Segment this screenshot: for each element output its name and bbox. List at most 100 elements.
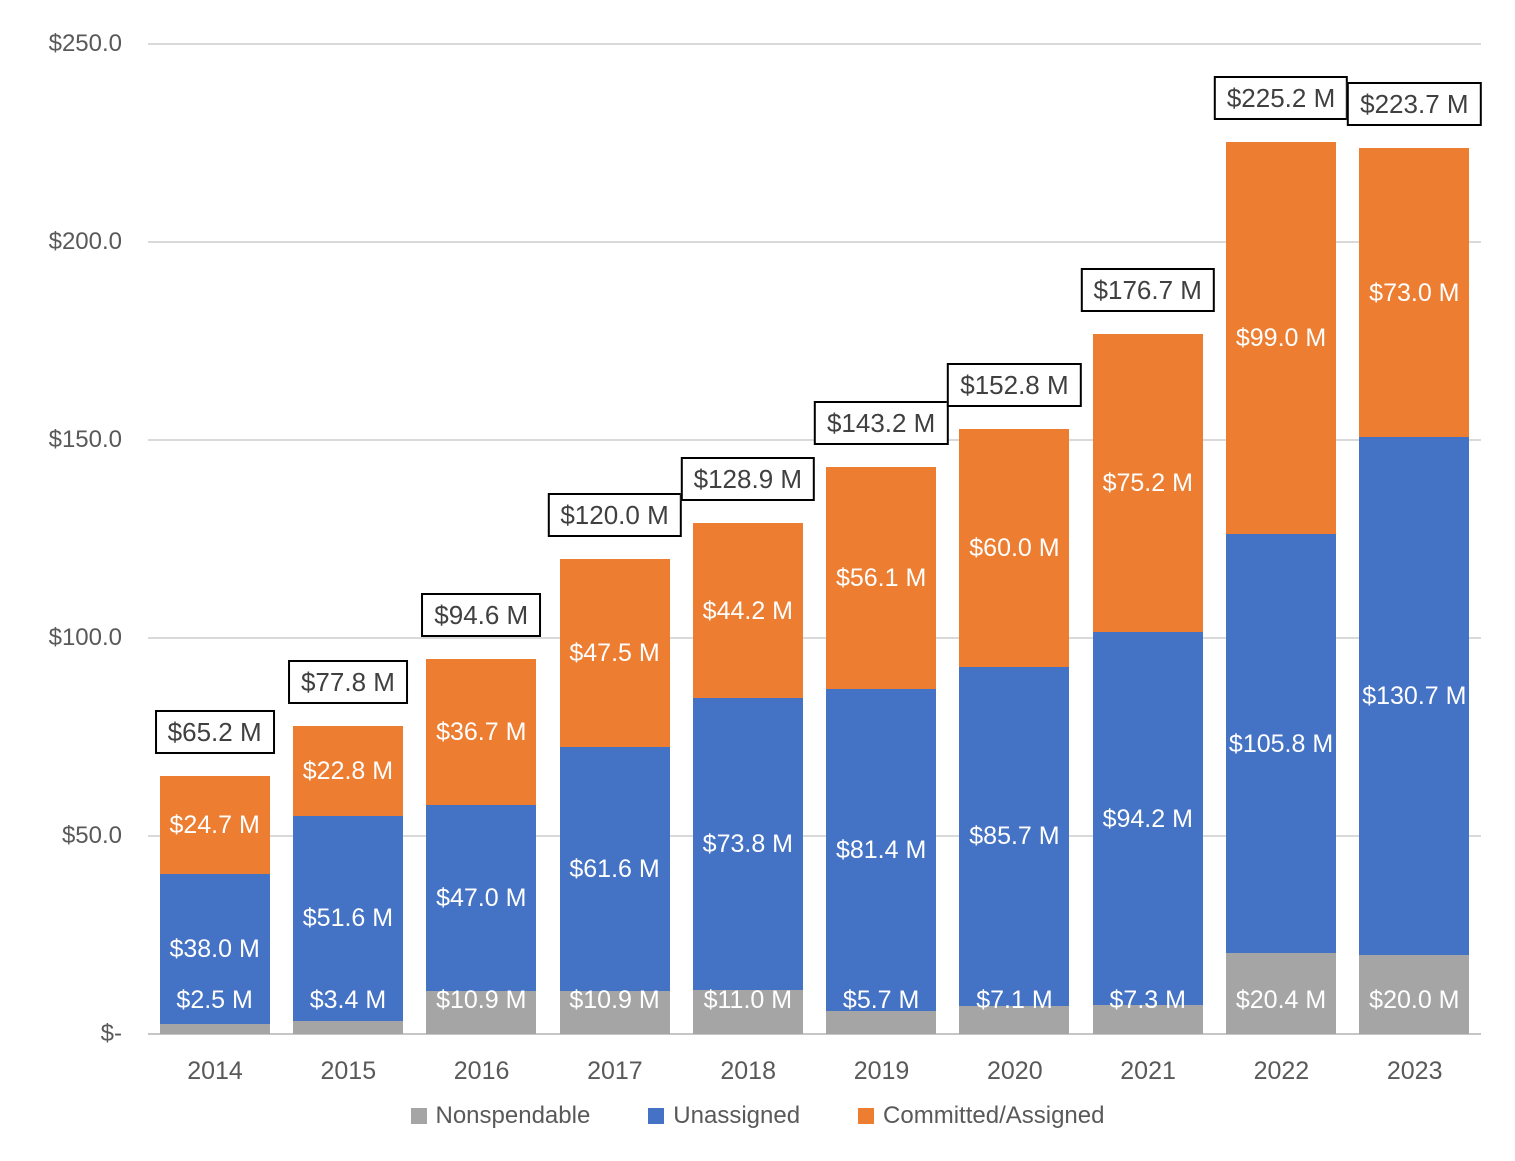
bar-segment-unassigned-2023 [1359, 437, 1470, 955]
segment-value-label: $7.3 M [1109, 986, 1186, 1014]
total-label-2015: $77.8 M [287, 659, 408, 704]
segment-value-label: $51.6 M [302, 904, 394, 933]
segment-value-label: $85.7 M [969, 822, 1060, 851]
legend-swatch-icon [648, 1108, 665, 1124]
y-tick-label: $150.0 [48, 426, 122, 453]
legend-item-unassigned: Unassigned [648, 1102, 800, 1130]
bar-segment-nonspendable-2020 [959, 1005, 1070, 1034]
y-tick-label: $200.0 [48, 228, 122, 255]
bar-segment-nonspendable-2015 [292, 1020, 403, 1034]
bar-segment-unassigned-2020 [959, 666, 1070, 1006]
x-tick-label-2021: 2021 [1120, 1057, 1176, 1085]
gridline [148, 637, 1481, 639]
segment-value-label: $7.1 M [976, 986, 1053, 1014]
gridline [148, 43, 1481, 45]
segment-value-label: $20.0 M [1369, 986, 1460, 1014]
bar-segment-committed-assigned-2016 [426, 659, 537, 805]
segment-value-label: $56.1 M [835, 564, 927, 592]
total-label-2020: $152.8 M [947, 362, 1082, 407]
y-tick-label: $100.0 [48, 624, 122, 651]
total-label-2022: $225.2 M [1213, 76, 1349, 121]
bar-segment-nonspendable-2019 [826, 1011, 937, 1034]
segment-value-label: $36.7 M [436, 718, 527, 747]
legend-item-nonspendable: Nonspendable [410, 1102, 591, 1130]
bar-segment-nonspendable-2014 [159, 1024, 270, 1034]
gridline [148, 835, 1481, 837]
bar-segment-unassigned-2021 [1092, 632, 1203, 1006]
legend-label: Nonspendable [435, 1102, 591, 1129]
segment-value-label: $73.8 M [702, 830, 794, 859]
x-tick-label-2014: 2014 [187, 1057, 243, 1085]
x-tick-label-2023: 2023 [1386, 1057, 1443, 1085]
x-tick-label-2022: 2022 [1253, 1057, 1310, 1085]
total-label-2019: $143.2 M [813, 400, 949, 445]
legend-label: Committed/Assigned [883, 1102, 1105, 1129]
segment-value-label: $99.0 M [1235, 324, 1327, 353]
bar-segment-nonspendable-2016 [426, 990, 537, 1034]
x-tick-label-2016: 2016 [453, 1057, 510, 1085]
bar-segment-nonspendable-2022 [1226, 953, 1337, 1034]
segment-value-label: $81.4 M [835, 836, 927, 865]
total-label-2018: $128.9 M [680, 457, 816, 502]
segment-value-label: $10.9 M [569, 986, 660, 1014]
gridline [148, 241, 1481, 243]
y-tick-label: $250.0 [48, 30, 122, 57]
segment-value-label: $3.4 M [309, 986, 387, 1014]
bar-segment-unassigned-2017 [559, 746, 670, 991]
bar-segment-committed-assigned-2014 [159, 775, 270, 874]
bar-segment-unassigned-2018 [692, 698, 803, 991]
x-tick-label-2019: 2019 [853, 1057, 910, 1085]
segment-value-label: $38.0 M [169, 934, 260, 963]
segment-value-label: $130.7 M [1362, 682, 1467, 710]
bar-segment-committed-assigned-2021 [1092, 334, 1203, 633]
bar-segment-nonspendable-2018 [692, 990, 803, 1034]
bar-segment-committed-assigned-2022 [1226, 142, 1337, 535]
y-tick-label: $- [100, 1020, 122, 1047]
segment-value-label: $105.8 M [1228, 729, 1334, 758]
segment-value-label: $11.0 M [703, 986, 793, 1014]
segment-value-label: $47.0 M [436, 883, 527, 912]
bar-segment-unassigned-2019 [826, 689, 937, 1012]
segment-value-label: $20.4 M [1235, 986, 1327, 1014]
x-axis-line [148, 1033, 1481, 1035]
segment-value-label: $2.5 M [176, 986, 253, 1014]
legend-swatch-icon [858, 1108, 875, 1124]
legend: Nonspendable Unassigned Committed/Assigned [0, 1102, 1515, 1130]
y-tick-label: $50.0 [61, 822, 122, 849]
segment-value-label: $10.9 M [436, 986, 527, 1014]
bar-segment-committed-assigned-2019 [826, 466, 937, 690]
total-label-2023: $223.7 M [1347, 82, 1482, 127]
x-tick-label-2018: 2018 [720, 1057, 776, 1085]
bar-segment-committed-assigned-2015 [292, 725, 403, 817]
total-label-2017: $120.0 M [547, 492, 682, 537]
total-label-2014: $65.2 M [154, 709, 275, 754]
bar-segment-nonspendable-2021 [1092, 1005, 1203, 1034]
x-tick-label-2015: 2015 [320, 1057, 377, 1085]
bar-segment-committed-assigned-2020 [959, 428, 1070, 667]
bar-segment-committed-assigned-2023 [1359, 148, 1470, 438]
segment-value-label: $44.2 M [702, 596, 794, 625]
segment-value-label: $61.6 M [569, 854, 660, 883]
legend-label: Unassigned [673, 1102, 801, 1129]
segment-value-label: $73.0 M [1369, 278, 1460, 307]
bar-segment-unassigned-2016 [426, 804, 537, 991]
segment-value-label: $75.2 M [1102, 469, 1193, 498]
segment-value-label: $24.7 M [169, 810, 260, 839]
bar-segment-nonspendable-2023 [1359, 954, 1470, 1034]
x-tick-label-2017: 2017 [587, 1057, 643, 1085]
x-tick-label-2020: 2020 [986, 1057, 1043, 1085]
segment-value-label: $94.2 M [1102, 804, 1193, 833]
segment-value-label: $5.7 M [842, 986, 920, 1014]
segment-value-label: $60.0 M [969, 533, 1060, 562]
bar-segment-unassigned-2015 [292, 816, 403, 1021]
bar-segment-unassigned-2022 [1226, 534, 1337, 954]
segment-value-label: $22.8 M [302, 757, 394, 786]
bar-segment-committed-assigned-2017 [559, 558, 670, 747]
bar-segment-unassigned-2014 [159, 873, 270, 1025]
legend-swatch-icon [410, 1108, 427, 1124]
bar-segment-nonspendable-2017 [559, 990, 670, 1034]
segment-value-label: $47.5 M [569, 638, 660, 667]
bar-segment-committed-assigned-2018 [692, 523, 803, 699]
total-label-2021: $176.7 M [1080, 268, 1215, 313]
